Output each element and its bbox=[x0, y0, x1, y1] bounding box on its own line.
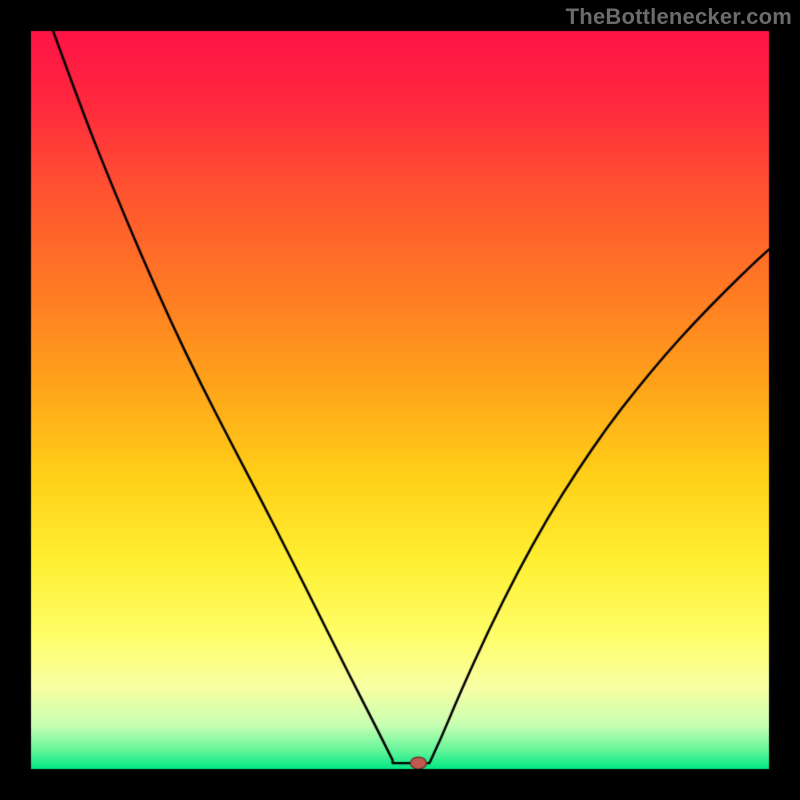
bottleneck-curve-chart bbox=[0, 0, 800, 800]
watermark-text: TheBottlenecker.com bbox=[566, 4, 792, 30]
chart-stage: TheBottlenecker.com bbox=[0, 0, 800, 800]
